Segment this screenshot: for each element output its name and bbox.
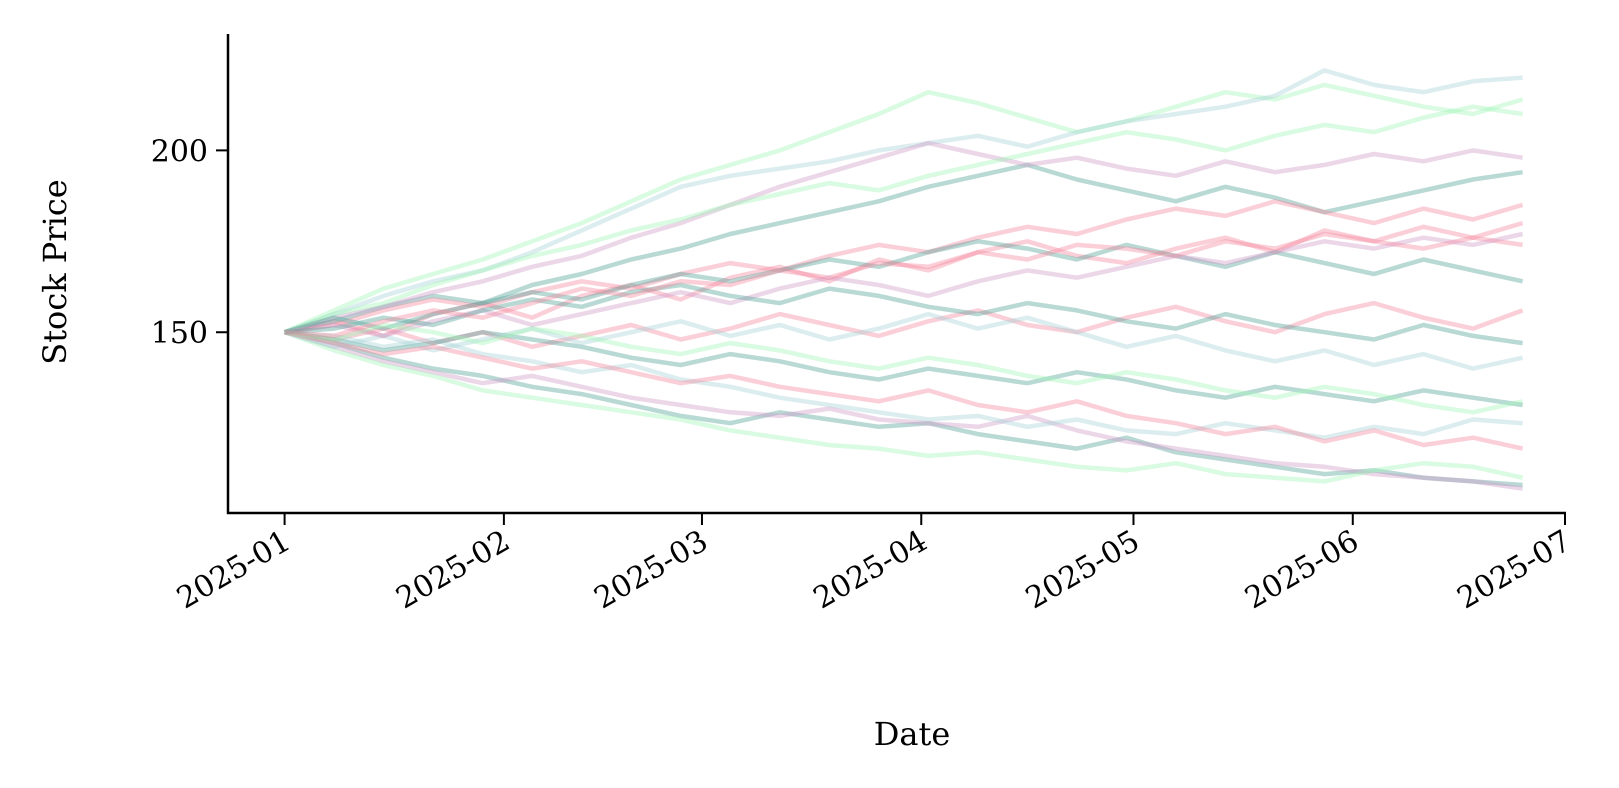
y-ticks: 150 200 <box>151 134 228 351</box>
series-line-3 <box>284 330 1523 488</box>
series-line-8 <box>283 330 1524 484</box>
x-tick-label: 2025-04 <box>808 524 933 617</box>
x-axis-label: Date <box>874 715 951 753</box>
x-tick-label: 2025-05 <box>1020 524 1145 617</box>
y-axis-label: Stock Price <box>36 179 74 364</box>
series-line-18 <box>284 322 1524 415</box>
series-line-5 <box>283 330 1523 491</box>
series-line-16 <box>283 239 1524 335</box>
x-tick-label: 2025-06 <box>1239 524 1364 617</box>
series-line-2 <box>283 82 1524 335</box>
x-tick-label: 2025-02 <box>390 524 515 617</box>
series-line-1 <box>284 220 1524 339</box>
series-line-10 <box>283 140 1523 335</box>
series-line-19 <box>284 282 1523 346</box>
x-tick-label: 2025-01 <box>171 524 296 617</box>
series-line-11 <box>284 199 1524 335</box>
series-line-7 <box>284 162 1523 335</box>
series-line-17 <box>284 231 1524 339</box>
series-line-12 <box>284 329 1523 408</box>
series-line-14 <box>283 311 1524 371</box>
series-line-6 <box>284 300 1524 350</box>
series-line-4 <box>283 68 1523 335</box>
y-tick-label: 150 <box>151 316 208 351</box>
x-tick-label: 2025-07 <box>1452 524 1577 617</box>
x-tick-label: 2025-03 <box>588 524 713 617</box>
series-line-15 <box>284 330 1524 451</box>
series-line-20 <box>284 231 1523 339</box>
y-tick-label: 200 <box>151 134 208 169</box>
series-lines <box>283 68 1524 491</box>
series-line-9 <box>284 329 1523 440</box>
x-ticks: 2025-01 2025-02 2025-03 2025-04 2025-05 2025-… <box>171 513 1577 616</box>
series-line-13 <box>283 104 1523 335</box>
